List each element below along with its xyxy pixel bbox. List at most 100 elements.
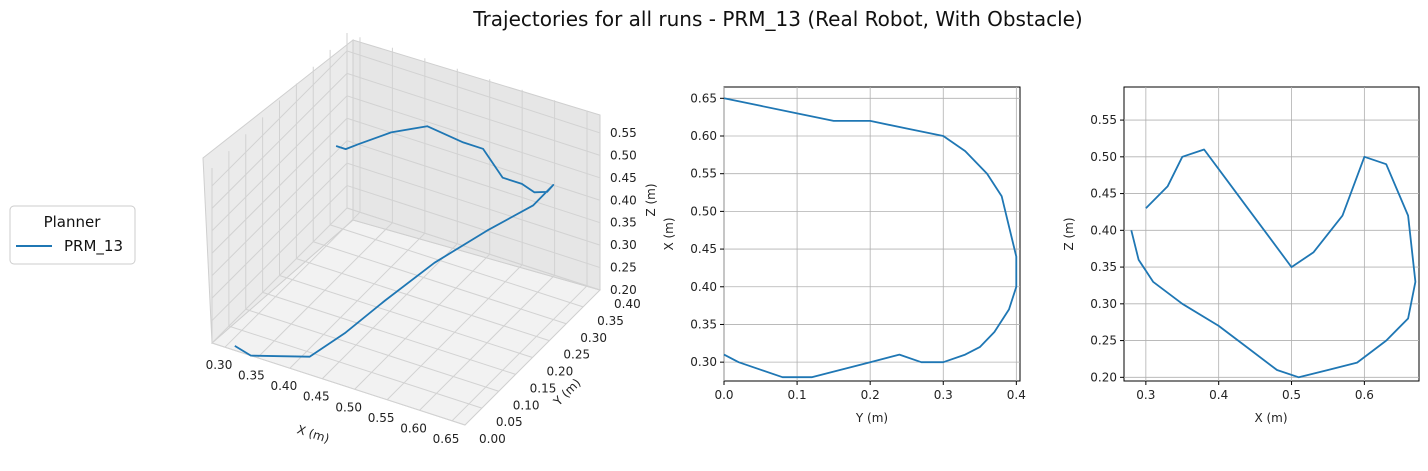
z-axis-label-3d: Z (m) — [644, 183, 658, 216]
plot-y-x: 0.0 0.1 0.2 0.3 0.4 0.30 0.35 0.40 0.45 0.50 0.55 0… — [662, 86, 1026, 425]
xz-y-tick-label: 0.35 — [1090, 260, 1117, 274]
x-tick-label-3d: 0.55 — [368, 411, 395, 425]
x-tick-label-3d: 0.45 — [303, 390, 330, 404]
ticks-x-z: 0.3 0.4 0.5 0.6 0.20 0.25 0.30 0.35 0.40 0.45 0.50… — [1090, 113, 1374, 402]
grid-y-x — [723, 87, 1020, 381]
z-tick-label-3d: 0.20 — [610, 283, 637, 297]
legend-frame — [9, 205, 136, 265]
grid3d-z-back — [346, 207, 601, 291]
ticks-y-x: 0.0 0.1 0.2 0.3 0.4 0.30 0.35 0.40 0.45 0.50 0.55 0… — [690, 91, 1026, 402]
plot-3d: 0.30 0.35 0.40 0.45 0.50 0.55 0.60 0.65 0.00 0.05… — [202, 33, 658, 446]
yx-y-tick-label: 0.35 — [690, 317, 717, 331]
yx-y-tick-label: 0.30 — [690, 355, 717, 369]
x-axis-label-y-x: Y (m) — [855, 411, 888, 425]
yx-x-tick-label: 0.2 — [861, 388, 880, 402]
y-tick-label-3d: 0.25 — [563, 348, 590, 362]
xz-x-tick-label: 0.3 — [1136, 388, 1155, 402]
xz-x-tick-label: 0.5 — [1282, 388, 1301, 402]
grid3d-y-floor — [329, 224, 584, 308]
yx-x-tick-label: 0.0 — [714, 388, 733, 402]
x-axis-label-3d: X (m) — [295, 422, 331, 446]
grid-3d — [211, 33, 601, 426]
xz-y-tick-label: 0.20 — [1090, 370, 1117, 384]
grid3d-y-floor — [279, 275, 533, 358]
yx-x-tick-label: 0.1 — [788, 388, 807, 402]
y-axis-label-y-x: X (m) — [662, 217, 676, 250]
x-axis-label-x-z: X (m) — [1254, 411, 1287, 425]
z-tick-label-3d: 0.55 — [610, 126, 637, 140]
legend-title: Planner — [44, 213, 102, 231]
plot-frame-x-z — [1123, 86, 1420, 382]
plot-x-z: 0.3 0.4 0.5 0.6 0.20 0.25 0.30 0.35 0.40 0.45 0.50… — [1062, 86, 1420, 425]
z-tick-label-3d: 0.35 — [610, 216, 637, 230]
x-tick-label-3d: 0.60 — [400, 421, 427, 435]
legend: Planner PRM_13 — [9, 205, 136, 265]
ticks-3d: 0.30 0.35 0.40 0.45 0.50 0.55 0.60 0.65 0.00 0.05… — [206, 126, 641, 446]
yx-y-tick-label: 0.65 — [690, 91, 717, 105]
x-tick-label-3d: 0.50 — [335, 400, 362, 414]
y-tick-label-3d: 0.40 — [614, 297, 641, 311]
xz-series-line — [1130, 148, 1417, 379]
z-tick-label-3d: 0.40 — [610, 193, 637, 207]
grid3d-z-left — [211, 140, 348, 277]
figure-title: Trajectories for all runs - PRM_13 (Real… — [472, 7, 1082, 31]
y-tick-label-3d: 0.10 — [513, 398, 540, 412]
xz-y-tick-label: 0.55 — [1090, 113, 1117, 127]
yx-y-tick-label: 0.40 — [690, 280, 717, 294]
z-tick-label-3d: 0.50 — [610, 148, 637, 162]
grid3d-z-back — [346, 140, 601, 224]
yx-y-tick-label: 0.45 — [690, 242, 717, 256]
y-tick-label-3d: 0.30 — [580, 331, 607, 345]
xz-y-tick-label: 0.40 — [1090, 223, 1117, 237]
grid3d-y-floor — [313, 241, 567, 325]
legend-entry-label: PRM_13 — [64, 237, 123, 256]
grid3d-z-back — [346, 95, 601, 179]
series-line-3d — [234, 125, 555, 358]
trajectory-x-z — [1130, 148, 1417, 379]
grid3d-z-left — [211, 117, 348, 254]
pane-back-wall — [352, 39, 601, 291]
plot-frame-y-x — [723, 86, 1021, 382]
xz-y-tick-label: 0.30 — [1090, 297, 1117, 311]
grid3d-z-left — [211, 50, 348, 187]
yx-x-tick-label: 0.4 — [1007, 388, 1026, 402]
xz-x-tick-label: 0.6 — [1355, 388, 1374, 402]
grid3d-y-floor — [228, 325, 483, 409]
xz-y-tick-label: 0.25 — [1090, 334, 1117, 348]
x-tick-label-3d: 0.65 — [433, 432, 460, 446]
y-tick-label-3d: 0.20 — [547, 365, 574, 379]
grid3d-y-floor — [211, 342, 466, 426]
y-axis-label-x-z: Z (m) — [1062, 217, 1076, 250]
y-tick-label-3d: 0.05 — [496, 415, 523, 429]
xz-y-tick-label: 0.45 — [1090, 187, 1117, 201]
grid3d-z-back — [346, 117, 601, 201]
xz-y-tick-label: 0.50 — [1090, 150, 1117, 164]
grid3d-z-back — [346, 185, 601, 269]
y-tick-label-3d: 0.35 — [597, 314, 624, 328]
z-tick-label-3d: 0.30 — [610, 238, 637, 252]
grid3d-z-back — [346, 50, 601, 134]
x-tick-label-3d: 0.35 — [238, 369, 265, 383]
y-tick-label-3d: 0.15 — [530, 381, 557, 395]
grid3d-z-left — [211, 185, 348, 321]
yx-y-tick-label: 0.55 — [690, 167, 717, 181]
grid-x-z — [1124, 87, 1419, 381]
grid3d-z-back — [346, 72, 601, 156]
trajectory-y-x — [723, 97, 1018, 379]
z-tick-label-3d: 0.45 — [610, 171, 637, 185]
grid3d-y-floor — [296, 258, 550, 342]
yx-y-tick-label: 0.50 — [690, 204, 717, 218]
grid3d-z-back — [346, 162, 601, 246]
grid3d-z-left — [211, 162, 348, 299]
yx-y-tick-label: 0.60 — [690, 129, 717, 143]
trajectory-3d — [234, 125, 555, 358]
grid3d-z-left — [211, 95, 348, 232]
grid3d-y-floor — [262, 291, 516, 375]
grid3d-y-floor — [245, 308, 499, 392]
grid3d-z-left — [211, 207, 348, 344]
y-tick-label-3d: 0.00 — [479, 432, 506, 446]
x-tick-label-3d: 0.30 — [206, 358, 233, 372]
yx-x-tick-label: 0.3 — [934, 388, 953, 402]
z-tick-label-3d: 0.25 — [610, 261, 637, 275]
